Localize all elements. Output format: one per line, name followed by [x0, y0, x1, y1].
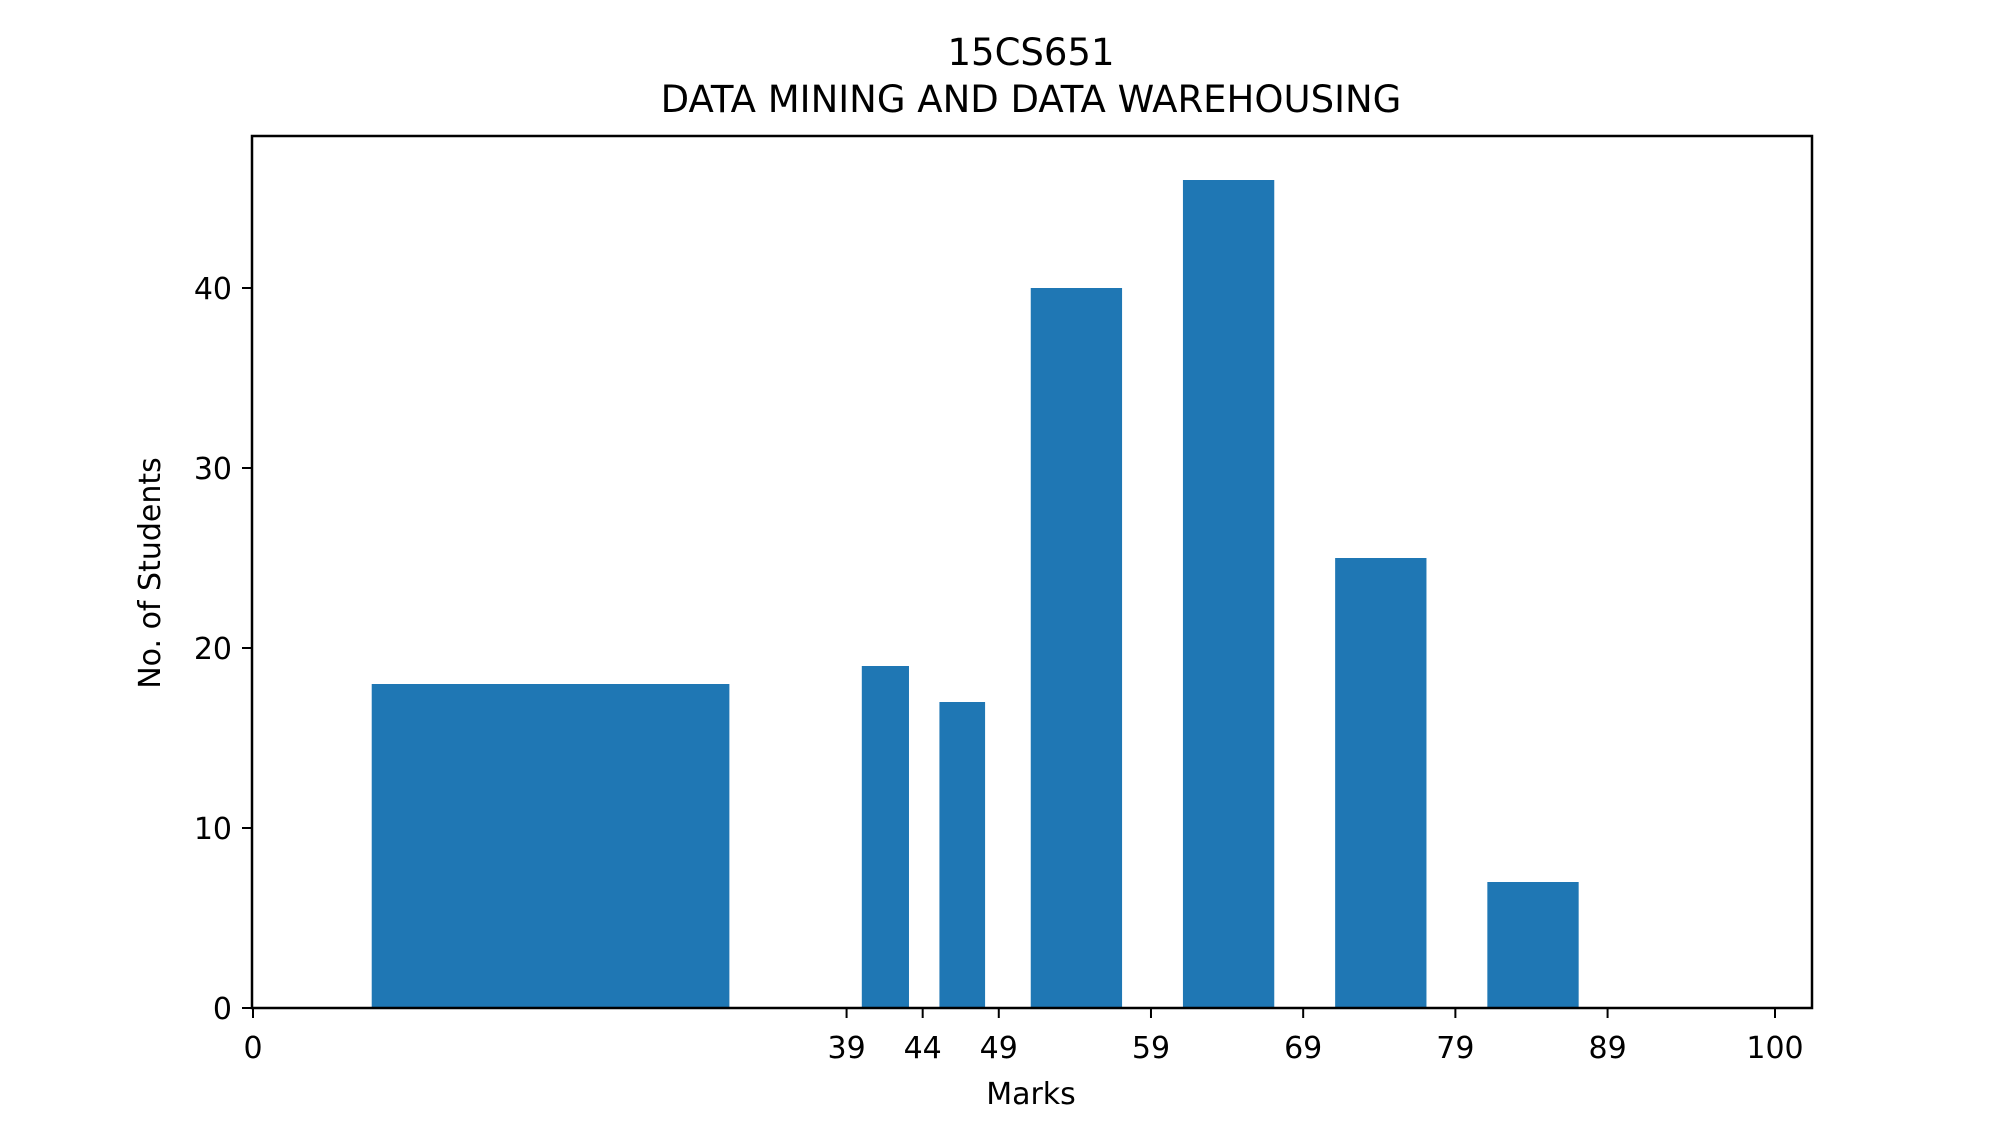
x-tick-label: 59	[1132, 1031, 1170, 1066]
bar-4	[1030, 288, 1123, 1008]
x-tick-label: 89	[1588, 1031, 1626, 1066]
x-tick-label: 79	[1436, 1031, 1474, 1066]
bar-3	[939, 702, 986, 1008]
bar-2	[861, 666, 909, 1008]
bar-5	[1182, 180, 1275, 1008]
bars-group	[371, 180, 1579, 1008]
x-tick-label: 49	[980, 1031, 1018, 1066]
bar-7	[1487, 882, 1579, 1008]
bar-1	[371, 684, 730, 1008]
chart-title: 15CS651	[947, 31, 1114, 74]
x-axis-ticks: 0 39 44 49 59 69 79 89 100	[243, 1008, 1804, 1066]
x-axis-label: Marks	[986, 1077, 1076, 1112]
x-tick-label: 69	[1284, 1031, 1322, 1066]
y-axis-ticks: 0 10 20 30 40	[194, 272, 252, 1027]
x-tick-label: 44	[904, 1031, 942, 1066]
x-tick-label: 39	[827, 1031, 865, 1066]
y-tick-label: 30	[194, 452, 232, 487]
y-axis-label: No. of Students	[133, 457, 168, 689]
plot-frame	[250, 134, 1814, 1010]
y-tick-label: 10	[194, 812, 232, 847]
bar-6	[1335, 558, 1427, 1008]
y-tick-label: 40	[194, 272, 232, 307]
y-tick-label: 20	[194, 632, 232, 667]
chart-subtitle: DATA MINING AND DATA WAREHOUSING	[661, 78, 1402, 121]
y-tick-label: 0	[213, 992, 232, 1027]
x-tick-label: 0	[243, 1031, 262, 1066]
x-tick-label: 100	[1746, 1031, 1803, 1066]
